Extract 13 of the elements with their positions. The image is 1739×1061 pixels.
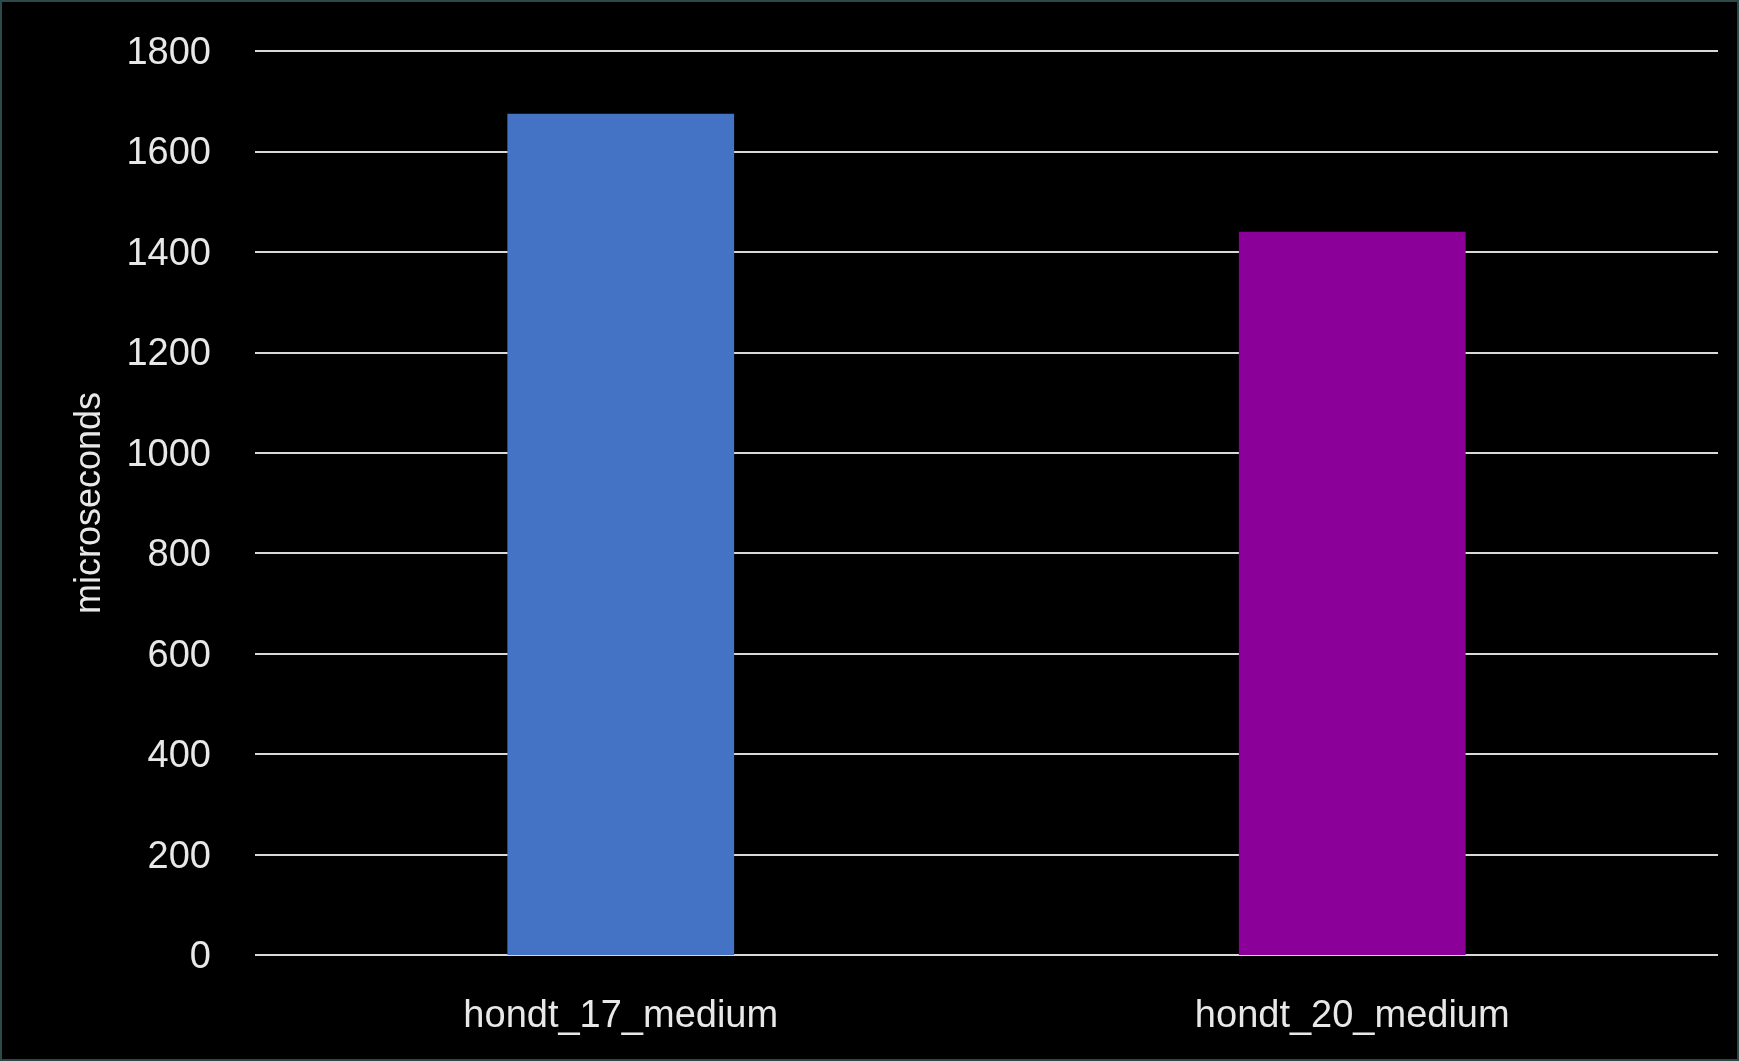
y-tick-label: 1200	[126, 331, 211, 374]
y-tick-label: 400	[147, 733, 211, 776]
y-tick-label: 1800	[126, 30, 211, 72]
y-tick-label: 600	[147, 632, 211, 675]
y-tick-label: 200	[147, 833, 211, 876]
y-tick-label: 0	[189, 934, 211, 976]
y-tick-label: 1400	[126, 230, 211, 273]
y-tick-label: 1600	[126, 130, 211, 173]
y-tick-label: 800	[147, 532, 211, 575]
y-axis-title: microseconds	[66, 391, 108, 615]
x-tick-label: hondt_17_medium	[463, 993, 779, 1035]
x-tick-label: hondt_20_medium	[1194, 993, 1510, 1035]
y-tick-label: 1000	[126, 431, 211, 474]
